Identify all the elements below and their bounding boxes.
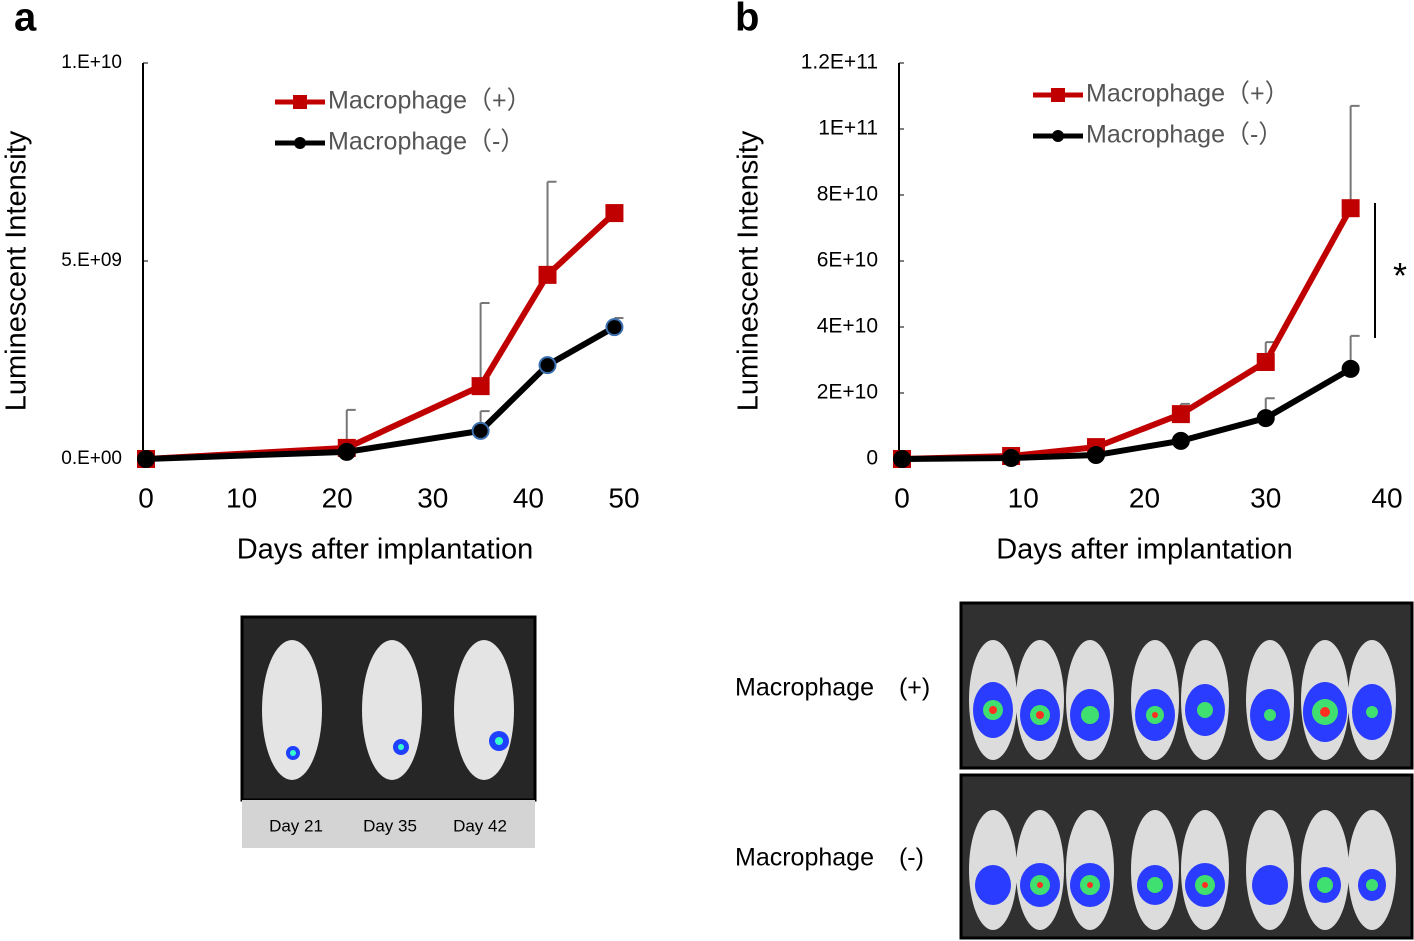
legend-marker xyxy=(293,95,307,109)
data-point xyxy=(1002,449,1021,468)
x-tick-label: 10 xyxy=(226,482,257,513)
y-tick-label: 1.2E+11 xyxy=(801,51,878,74)
x-tick-label: 40 xyxy=(513,482,544,513)
x-tick-label: 0 xyxy=(894,482,910,513)
legend-marker xyxy=(1051,88,1065,102)
data-point xyxy=(1171,405,1190,424)
x-tick-label: 0 xyxy=(138,482,154,513)
legend-marker xyxy=(1052,130,1064,142)
data-point xyxy=(471,421,490,440)
error-bar xyxy=(546,180,557,275)
y-tick-label: 0.E+00 xyxy=(61,448,122,469)
error-bar xyxy=(479,301,490,387)
image-caption: Day 21 xyxy=(269,816,323,835)
x-tick-label: 30 xyxy=(417,482,448,513)
mice xyxy=(262,640,514,780)
panel-label: a xyxy=(14,0,37,40)
y-tick-label: 6E+10 xyxy=(817,249,878,272)
significance-label: * xyxy=(1393,255,1407,296)
legend-label: Macrophage（-） xyxy=(328,128,525,156)
images xyxy=(240,601,1414,940)
legend-label: Macrophage（+） xyxy=(328,87,532,115)
image-caption: Day 42 xyxy=(453,816,507,835)
x-axis-title: Days after implantation xyxy=(237,534,534,566)
series-line xyxy=(145,324,616,462)
y-axis-title: Luminescent Intensity xyxy=(1,130,33,411)
y-tick-label: 5.E+09 xyxy=(61,250,122,271)
data-point xyxy=(538,265,557,284)
x-tick-label: 50 xyxy=(608,482,639,513)
image-caption: Day 35 xyxy=(363,816,417,835)
legend-label: Macrophage（-） xyxy=(1086,121,1283,149)
y-tick-label: 4E+10 xyxy=(817,315,878,338)
x-tick-label: 30 xyxy=(1250,482,1281,513)
data-point xyxy=(1341,359,1360,378)
data-point xyxy=(605,204,624,223)
x-axis-title: Days after implantation xyxy=(996,534,1293,566)
data-point xyxy=(538,356,557,375)
series-line xyxy=(901,366,1353,462)
image-row-label: Macrophage (-) xyxy=(735,844,924,872)
y-tick-label: 1.E+10 xyxy=(61,52,122,73)
legend-label: Macrophage（+） xyxy=(1086,80,1290,108)
y-tick-label: 1E+11 xyxy=(818,117,878,140)
x-tick-label: 40 xyxy=(1371,482,1402,513)
data-point xyxy=(1256,409,1275,428)
caption-band xyxy=(242,800,535,848)
data-point xyxy=(605,318,624,337)
legend-marker xyxy=(294,137,306,149)
data-point xyxy=(1171,431,1190,450)
error-bar xyxy=(1349,104,1360,209)
y-tick-label: 0 xyxy=(866,447,878,470)
data-point xyxy=(337,442,356,461)
x-tick-label: 20 xyxy=(322,482,353,513)
x-tick-label: 20 xyxy=(1129,482,1160,513)
y-axis-title: Luminescent Intensity xyxy=(733,130,765,411)
data-point xyxy=(471,377,490,396)
x-tick-label: 10 xyxy=(1008,482,1039,513)
data-point xyxy=(893,450,911,468)
panel-label: b xyxy=(735,0,759,40)
data-point xyxy=(1087,446,1105,465)
series-line xyxy=(901,206,1354,462)
y-tick-label: 2E+10 xyxy=(817,381,878,404)
data-point xyxy=(137,450,155,468)
series-line xyxy=(145,210,617,462)
data-point xyxy=(1256,352,1275,371)
data-point xyxy=(1341,199,1360,218)
y-tick-label: 8E+10 xyxy=(817,183,878,206)
mice xyxy=(969,640,1396,930)
image-row-label: Macrophage (+) xyxy=(735,674,930,702)
